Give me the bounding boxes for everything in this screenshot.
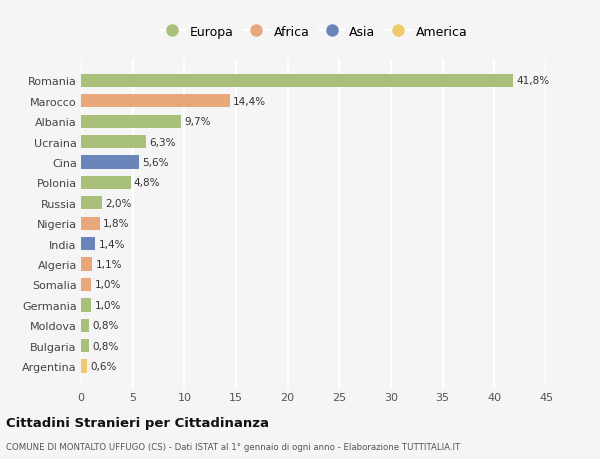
Bar	[81, 360, 87, 373]
Text: 1,1%: 1,1%	[95, 259, 122, 269]
Text: 4,8%: 4,8%	[134, 178, 160, 188]
Bar	[81, 115, 181, 129]
Text: 1,0%: 1,0%	[94, 280, 121, 290]
Text: 0,8%: 0,8%	[92, 320, 119, 330]
Text: 0,6%: 0,6%	[90, 361, 116, 371]
Text: 2,0%: 2,0%	[105, 198, 131, 208]
Text: 14,4%: 14,4%	[233, 96, 266, 106]
Bar	[81, 278, 91, 291]
Legend: Europa, Africa, Asia, America: Europa, Africa, Asia, America	[157, 23, 470, 41]
Text: 1,4%: 1,4%	[98, 239, 125, 249]
Text: 5,6%: 5,6%	[142, 158, 169, 168]
Bar	[81, 156, 139, 169]
Bar	[81, 136, 146, 149]
Text: 1,0%: 1,0%	[94, 300, 121, 310]
Bar	[81, 319, 89, 332]
Text: 0,8%: 0,8%	[92, 341, 119, 351]
Bar	[81, 237, 95, 251]
Bar	[81, 75, 513, 88]
Text: COMUNE DI MONTALTO UFFUGO (CS) - Dati ISTAT al 1° gennaio di ogni anno - Elabora: COMUNE DI MONTALTO UFFUGO (CS) - Dati IS…	[6, 442, 460, 451]
Bar	[81, 176, 131, 190]
Bar	[81, 95, 230, 108]
Bar	[81, 217, 100, 230]
Text: 9,7%: 9,7%	[184, 117, 211, 127]
Bar	[81, 339, 89, 353]
Text: 41,8%: 41,8%	[516, 76, 549, 86]
Bar	[81, 299, 91, 312]
Bar	[81, 258, 92, 271]
Bar	[81, 197, 101, 210]
Text: Cittadini Stranieri per Cittadinanza: Cittadini Stranieri per Cittadinanza	[6, 416, 269, 429]
Text: 6,3%: 6,3%	[149, 137, 176, 147]
Text: 1,8%: 1,8%	[103, 219, 129, 229]
